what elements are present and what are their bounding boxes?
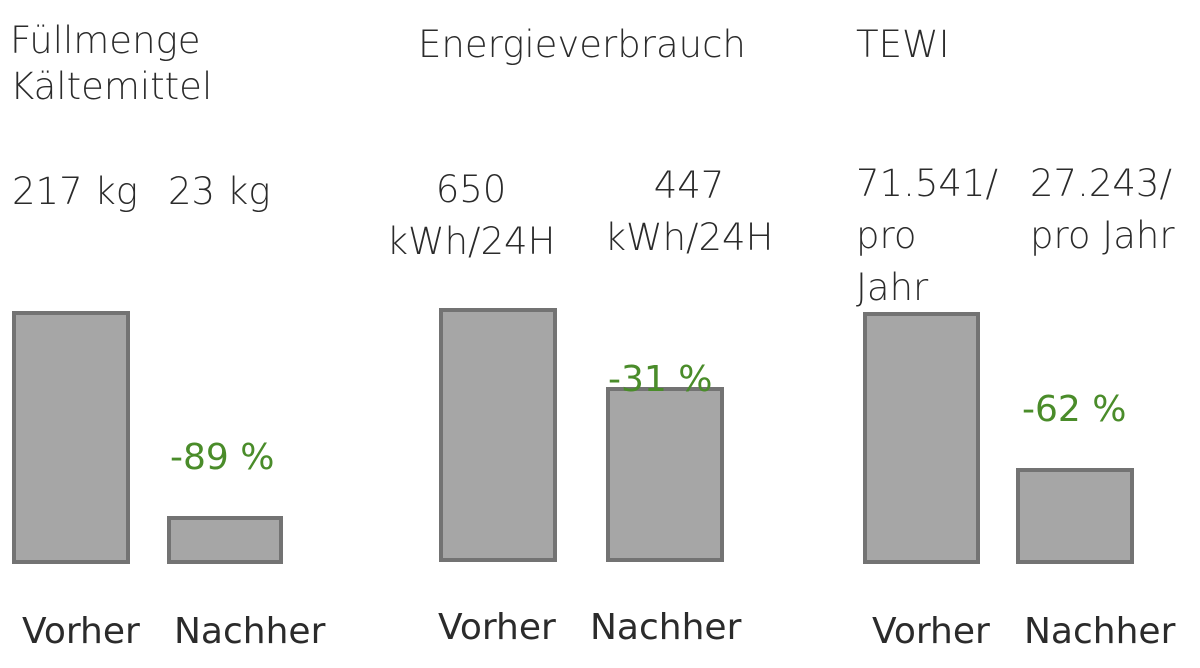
chart-2-title: Energieverbrauch	[418, 23, 746, 66]
chart-2-xlabel-nachher: Nachher	[590, 607, 742, 648]
chart-3-bar-vorher	[863, 312, 980, 564]
chart-3-bar-nachher	[1016, 468, 1134, 564]
chart-1-value-label-vorher: 217 kg	[12, 170, 139, 213]
chart-1-title: Füllmenge Kältemittel	[10, 19, 213, 108]
chart-3-value-label-nachher: 27.243/ pro Jahr	[1030, 162, 1175, 257]
chart-2-change-label: -31 %	[608, 359, 713, 400]
chart-1-value-label-nachher: 23 kg	[168, 170, 271, 213]
chart-1-xlabel-vorher: Vorher	[22, 611, 140, 652]
chart-1-bar-vorher	[12, 311, 130, 564]
chart-3-title: TEWI	[856, 23, 950, 66]
chart-3-xlabel-vorher: Vorher	[872, 611, 990, 652]
chart-3-change-label: -62 %	[1022, 389, 1127, 430]
chart-2-xlabel-vorher: Vorher	[438, 607, 556, 648]
chart-2-value-label-vorher: 650 kWh/24H	[386, 168, 556, 263]
chart-1-xlabel-nachher: Nachher	[174, 611, 326, 652]
chart-2-bar-vorher	[439, 308, 557, 562]
chart-3-value-label-vorher: 71.541/ pro Jahr	[856, 162, 998, 309]
chart-1-change-label: -89 %	[170, 437, 275, 478]
chart-2-bar-nachher	[606, 387, 724, 562]
chart-1-bar-nachher	[167, 516, 283, 564]
chart-2-value-label-nachher: 447 kWh/24H	[604, 164, 774, 259]
chart-3-xlabel-nachher: Nachher	[1024, 611, 1176, 652]
